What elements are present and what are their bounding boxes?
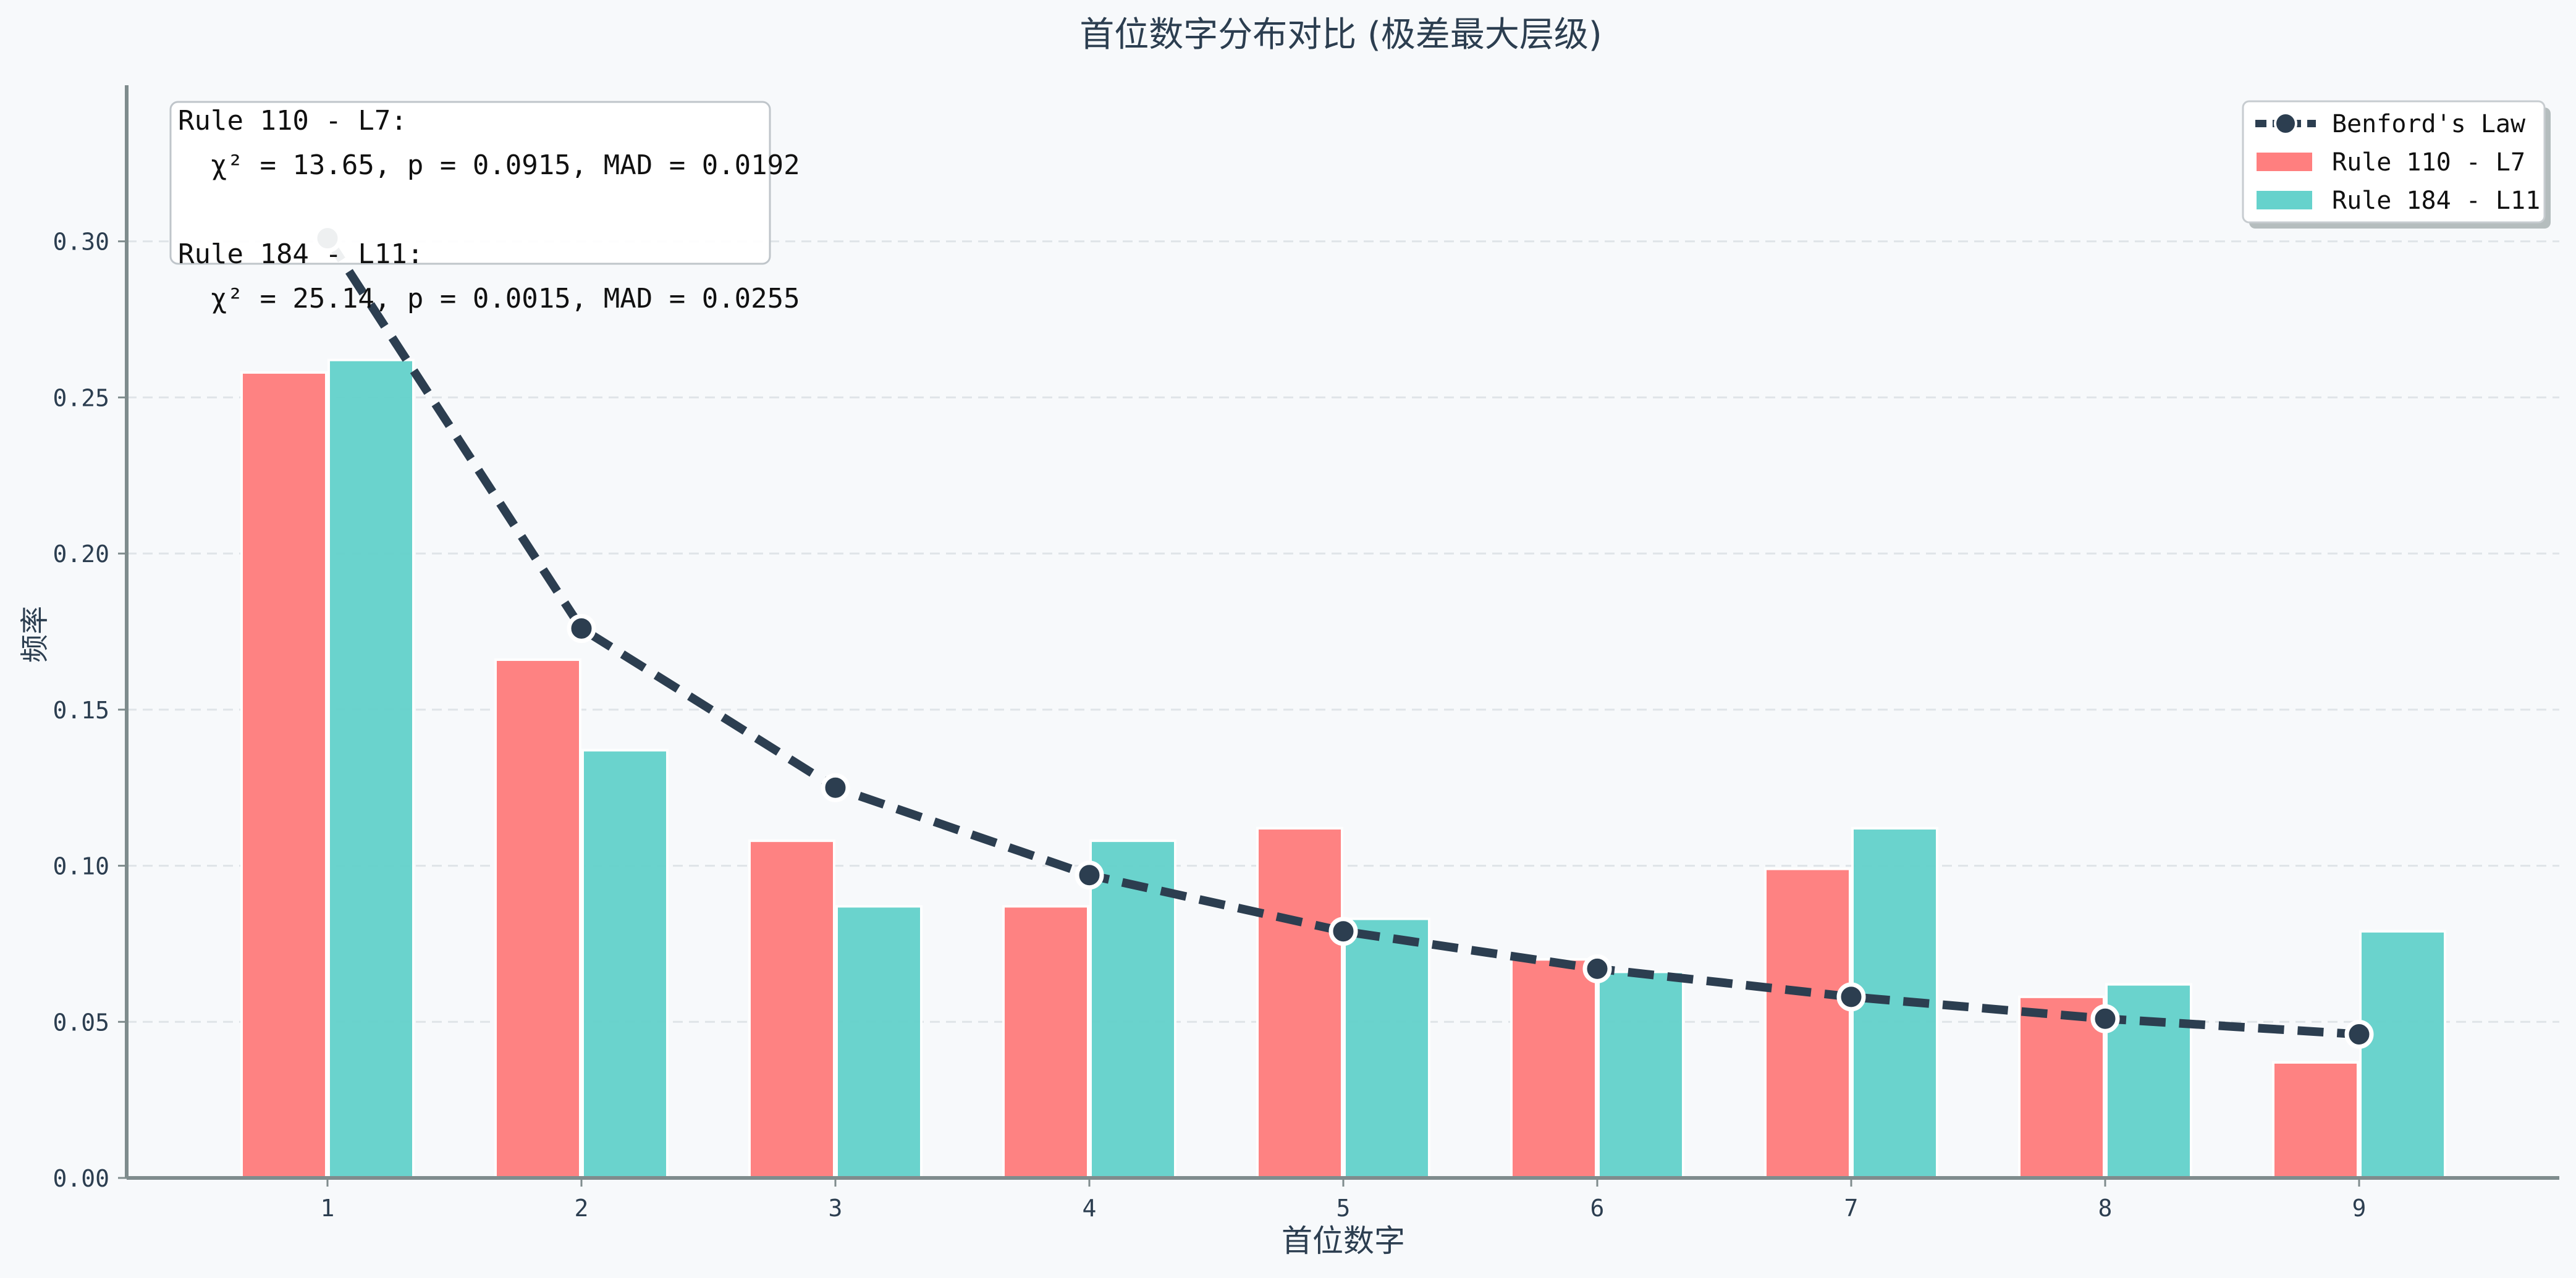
bar-rule-110 bbox=[2018, 995, 2105, 1179]
y-tick-label: 0.20 bbox=[53, 540, 109, 568]
x-axis-label: 首位数字 bbox=[1282, 1223, 1405, 1259]
chart-title: 首位数字分布对比 (极差最大层级) bbox=[1079, 15, 1602, 55]
legend-bar-swatch bbox=[2257, 191, 2312, 209]
y-tick-label: 0.30 bbox=[53, 229, 109, 256]
y-tick-label: 0.05 bbox=[53, 1009, 109, 1036]
bar-rule-184 bbox=[581, 749, 669, 1179]
y-axis-label: 频率 bbox=[18, 606, 51, 663]
benford-line-path bbox=[324, 235, 2360, 1039]
x-tick-label: 5 bbox=[1337, 1195, 1351, 1222]
bar-rule-110 bbox=[1256, 826, 1343, 1180]
y-tick-label: 0.25 bbox=[53, 384, 109, 411]
x-tick-label: 4 bbox=[1083, 1195, 1097, 1222]
bar-rule-110 bbox=[1510, 958, 1597, 1179]
x-ticks: 1 2 3 4 5 6 7 8 9 bbox=[321, 1178, 2367, 1222]
legend-bar-swatch bbox=[2257, 153, 2312, 171]
benford-point bbox=[1582, 954, 1612, 983]
y-tick-label: 0.00 bbox=[53, 1165, 109, 1192]
benford-point bbox=[1836, 982, 1866, 1012]
annotation-box bbox=[169, 101, 771, 265]
annotation-line: χ² = 13.65, p = 0.0915, MAD = 0.0192 bbox=[178, 149, 800, 181]
bar-rule-184 bbox=[1089, 839, 1176, 1179]
benford-point bbox=[567, 613, 596, 643]
x-tick-label: 1 bbox=[321, 1195, 335, 1222]
benford-point bbox=[821, 773, 850, 802]
bar-rule-184 bbox=[2105, 983, 2192, 1179]
bar-rule-184 bbox=[835, 905, 923, 1179]
y-tick-label: 0.10 bbox=[53, 853, 109, 880]
benford-point bbox=[1075, 860, 1104, 890]
x-tick-label: 8 bbox=[2098, 1195, 2113, 1222]
annotation-line: Rule 110 - L7: bbox=[178, 105, 407, 137]
y-tick-label: 0.15 bbox=[53, 697, 109, 724]
bar-rule-110 bbox=[494, 658, 581, 1179]
annotation-line: Rule 184 - L11: bbox=[178, 238, 423, 270]
benford-point bbox=[2344, 1020, 2374, 1049]
bar-rule-184 bbox=[1343, 917, 1430, 1179]
bar-rule-184 bbox=[327, 358, 415, 1180]
x-tick-label: 3 bbox=[829, 1195, 843, 1222]
benford-point bbox=[1328, 917, 1358, 946]
bar-rule-110 bbox=[748, 839, 835, 1179]
bar-rule-110 bbox=[2272, 1061, 2359, 1180]
bar-rule-110 bbox=[1764, 867, 1851, 1180]
x-tick-label: 9 bbox=[2352, 1195, 2367, 1222]
legend: Benford's Law Rule 110 - L7 Rule 184 - L11 bbox=[2242, 100, 2551, 229]
x-tick-label: 2 bbox=[575, 1195, 589, 1222]
bar-rule-184 bbox=[2359, 930, 2446, 1179]
x-tick-label: 7 bbox=[1844, 1195, 1859, 1222]
legend-box bbox=[2242, 100, 2546, 224]
legend-label: Benford's Law bbox=[2332, 110, 2526, 138]
y-ticks: 0.00 0.05 0.10 0.15 0.20 0.25 0.30 bbox=[53, 229, 127, 1192]
x-tick-label: 6 bbox=[1590, 1195, 1605, 1222]
legend-point-swatch bbox=[2274, 112, 2297, 135]
bar-rule-110 bbox=[1002, 905, 1089, 1179]
bar-rule-110 bbox=[240, 371, 327, 1179]
annotation-line: χ² = 25.14, p = 0.0015, MAD = 0.0255 bbox=[178, 283, 800, 314]
stats-annotation: Rule 110 - L7: χ² = 13.65, p = 0.0915, M… bbox=[169, 101, 800, 314]
legend-label: Rule 110 - L7 bbox=[2332, 148, 2525, 177]
benford-point bbox=[2090, 1004, 2120, 1033]
bar-rule-184 bbox=[1597, 970, 1684, 1179]
legend-label: Rule 184 - L11 bbox=[2332, 187, 2540, 215]
